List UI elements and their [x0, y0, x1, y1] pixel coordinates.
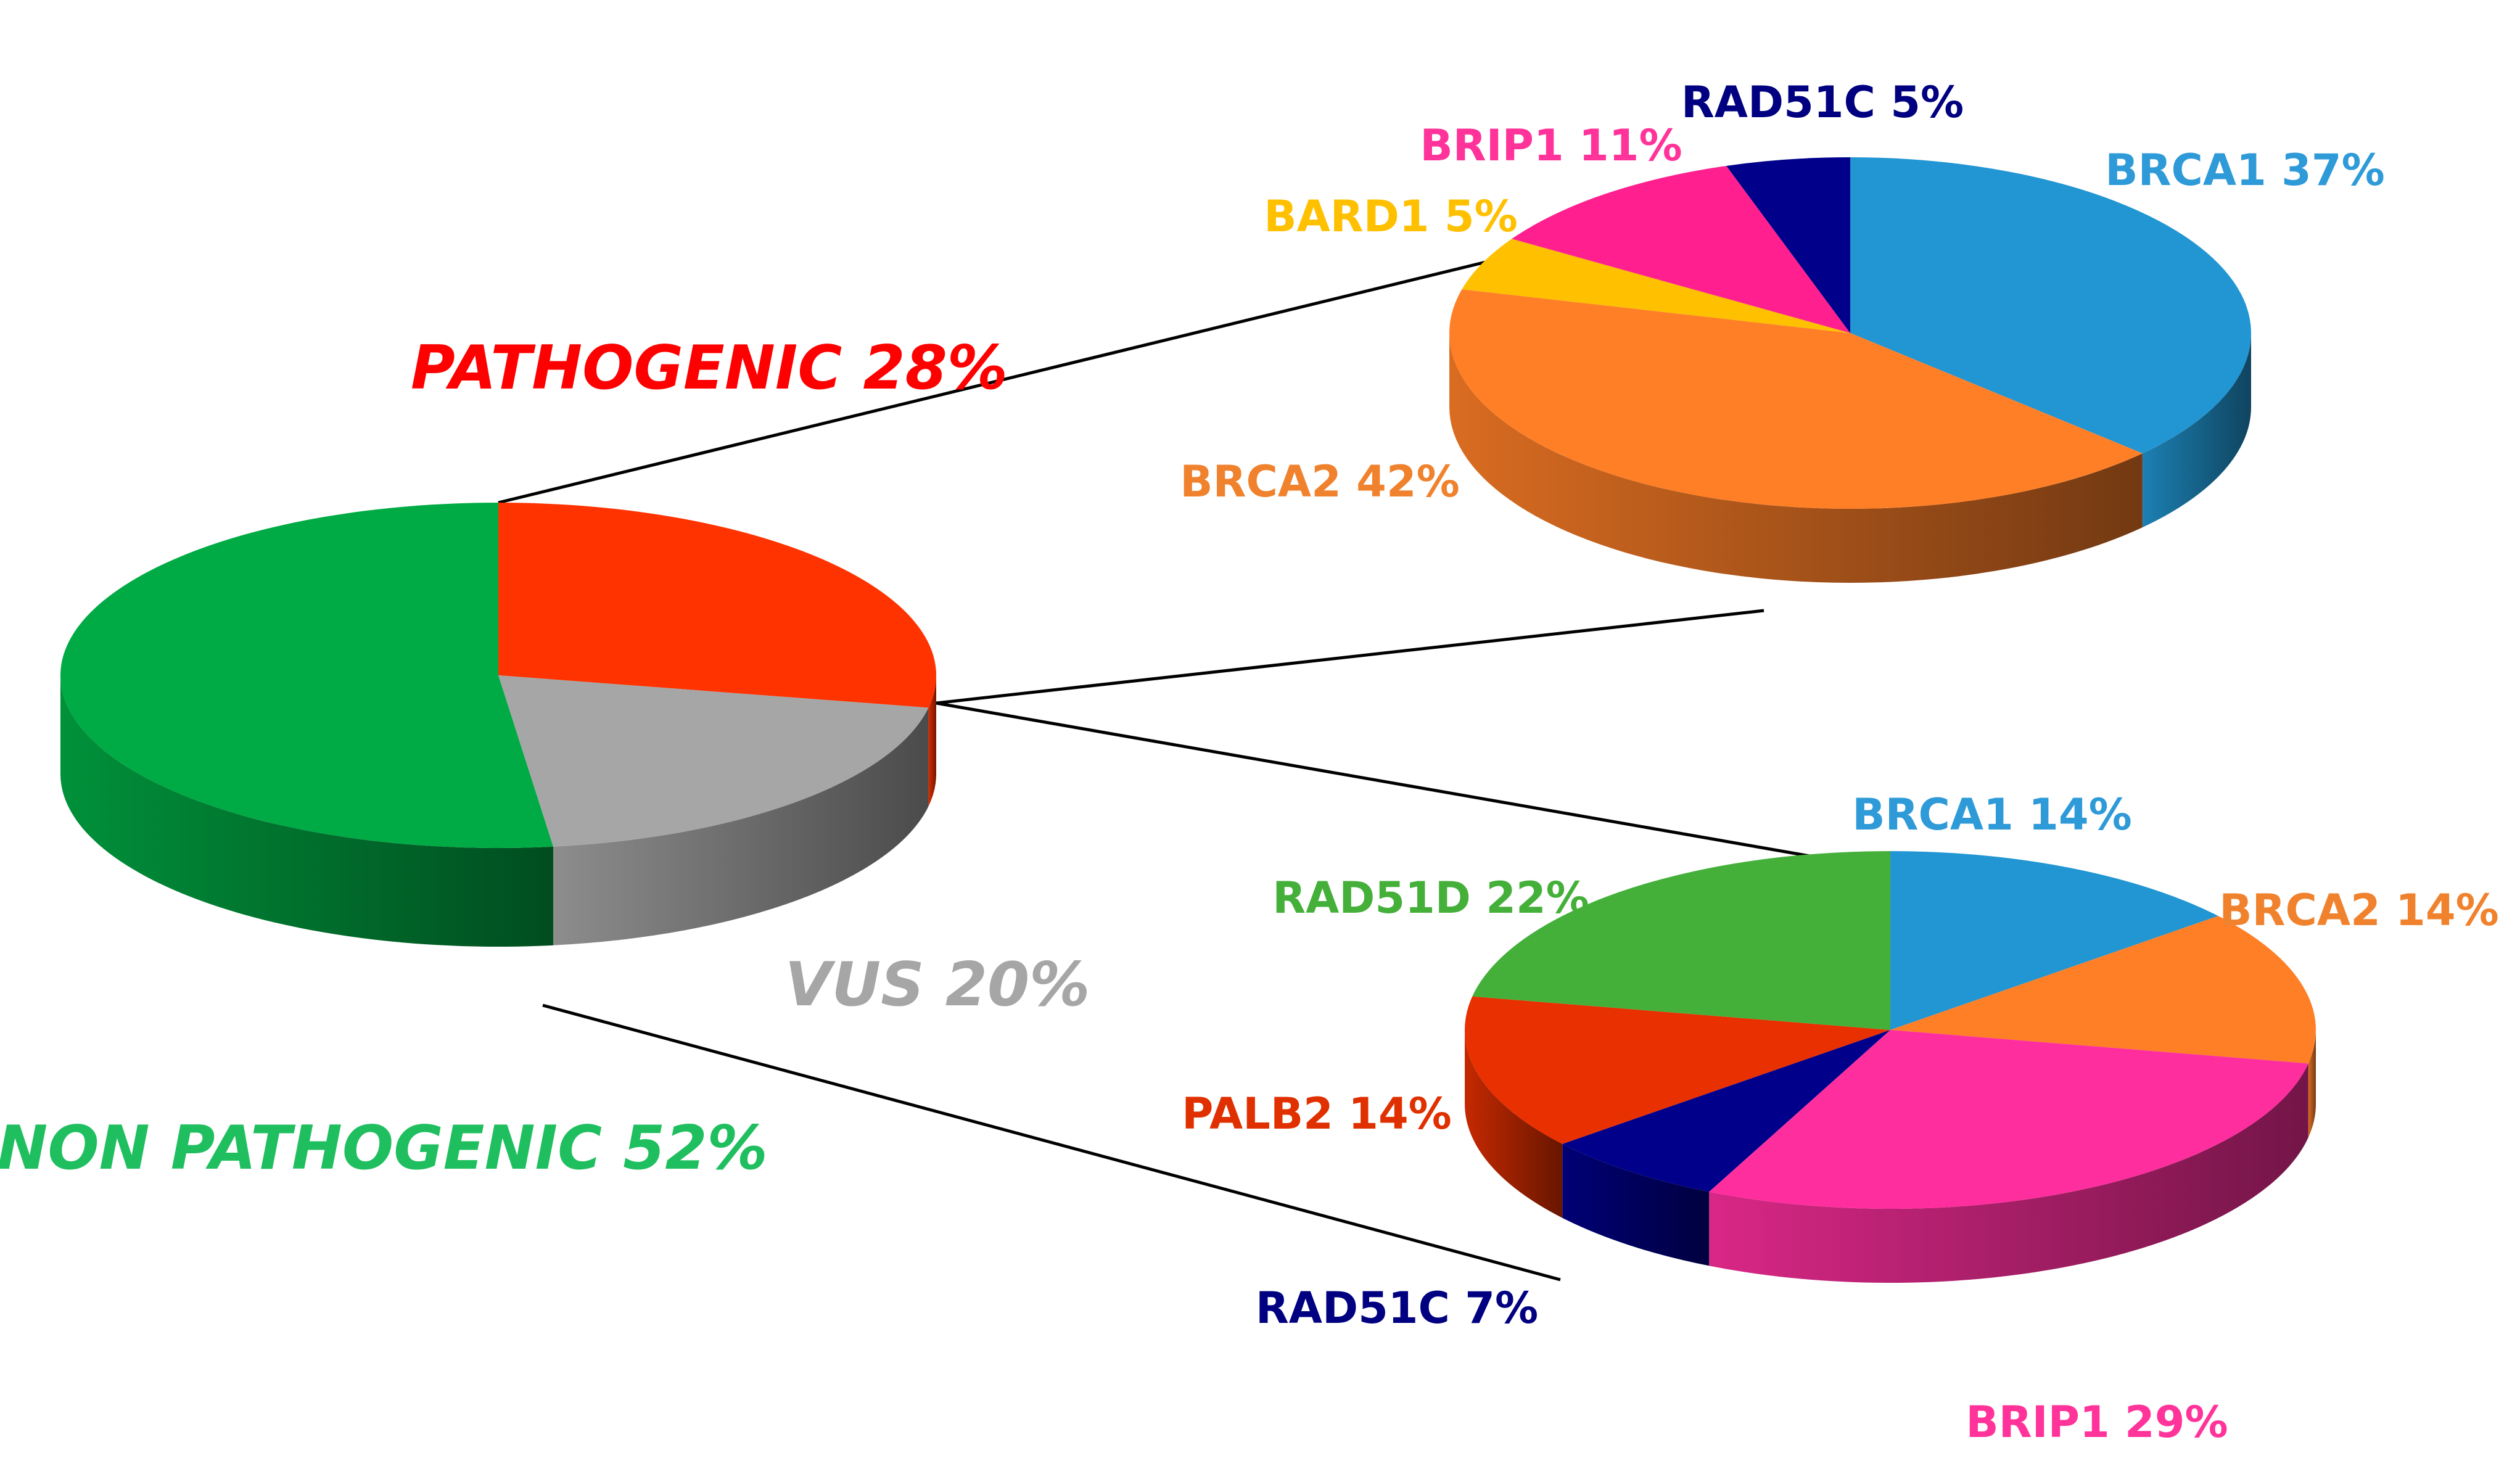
pie-1-slice-bard1-5 — [1462, 239, 1850, 333]
pie-1-label-bard1-5: BARD1 5% — [1264, 191, 1517, 242]
pie-1-label-brca2-42: BRCA2 42% — [1180, 456, 1459, 507]
pie-2-slice-rad51c-7 — [1562, 1030, 1890, 1192]
pie-2-label-rad51d-22: RAD51D 22% — [1272, 873, 1589, 923]
pie-1-slice-brca2-42 — [1449, 289, 2143, 509]
pie-0-label-pathogenic-28: PATHOGENIC 28% — [411, 333, 1008, 403]
pie-0-label-vus-20: VUS 20% — [785, 950, 1090, 1020]
connector-line-2 — [936, 701, 1888, 871]
pie-2-label-brca1-14: BRCA1 14% — [1852, 789, 2131, 840]
slice-labels: PATHOGENIC 28% VUS 20% NON PATHOGENIC 52% B… — [0, 77, 2499, 1447]
connector-line-0 — [498, 251, 1524, 504]
vus-breakdown-pie — [1464, 851, 2316, 1283]
pie-1-slice-brca1-37 — [1850, 157, 2251, 454]
pie-2-label-rad51c-7: RAD51C 7% — [1256, 1283, 1538, 1333]
pie-2-slice-brca2-14 — [1890, 916, 2316, 1064]
pie-2-label-brca2-14: BRCA2 14% — [2219, 885, 2498, 936]
pie-2-slice-brip1-29 — [1709, 1030, 2308, 1209]
connector-line-1 — [936, 609, 1764, 705]
pie-0-label-non-pathogenic-52: NON PATHOGENIC 52% — [0, 1113, 768, 1184]
pie-0-side-vus-20 — [553, 707, 929, 945]
pie-0-side-pathogenic-28 — [928, 675, 936, 807]
pie-2-label-palb2-14: PALB2 14% — [1182, 1089, 1452, 1139]
pie-0-slice-pathogenic-28 — [498, 503, 936, 708]
pie-1-side-brca2-42 — [1449, 333, 2143, 583]
connector-lines — [498, 251, 1888, 1282]
pie-1-slice-rad51c-5 — [1726, 157, 1850, 333]
pie-1-label-rad51c-5: RAD51C 5% — [1681, 77, 1964, 128]
pie-2-label-brip1-29: BRIP1 29% — [1966, 1397, 2228, 1447]
pie-0-side-non-pathogenic-52 — [60, 675, 553, 947]
pie-2-side-brip1-29 — [1709, 1063, 2308, 1283]
pie-2-side-rad51c-7 — [1562, 1143, 1710, 1266]
pie-2-slice-rad51d-22 — [1472, 851, 1890, 1030]
pie-2-side-brca2-14 — [2308, 1030, 2316, 1138]
pie-0-slice-non-pathogenic-52 — [60, 503, 553, 848]
pie-2-slice-palb2-14 — [1464, 996, 1890, 1144]
pathogenic-breakdown-pie — [1449, 157, 2251, 583]
main-pie — [60, 503, 936, 947]
pie-1-side-brca1-37 — [2142, 333, 2251, 528]
pie-2-side-palb2-14 — [1465, 1030, 1563, 1218]
connector-line-3 — [542, 1003, 1561, 1282]
pie-1-label-brip1-11: BRIP1 11% — [1420, 120, 1682, 171]
pie-1-label-brca1-37: BRCA1 37% — [2105, 145, 2384, 196]
pie-0-slice-vus-20 — [498, 675, 929, 847]
pie-1-slice-brip1-11 — [1512, 165, 1850, 333]
pie-2-slice-brca1-14 — [1890, 851, 2218, 1030]
